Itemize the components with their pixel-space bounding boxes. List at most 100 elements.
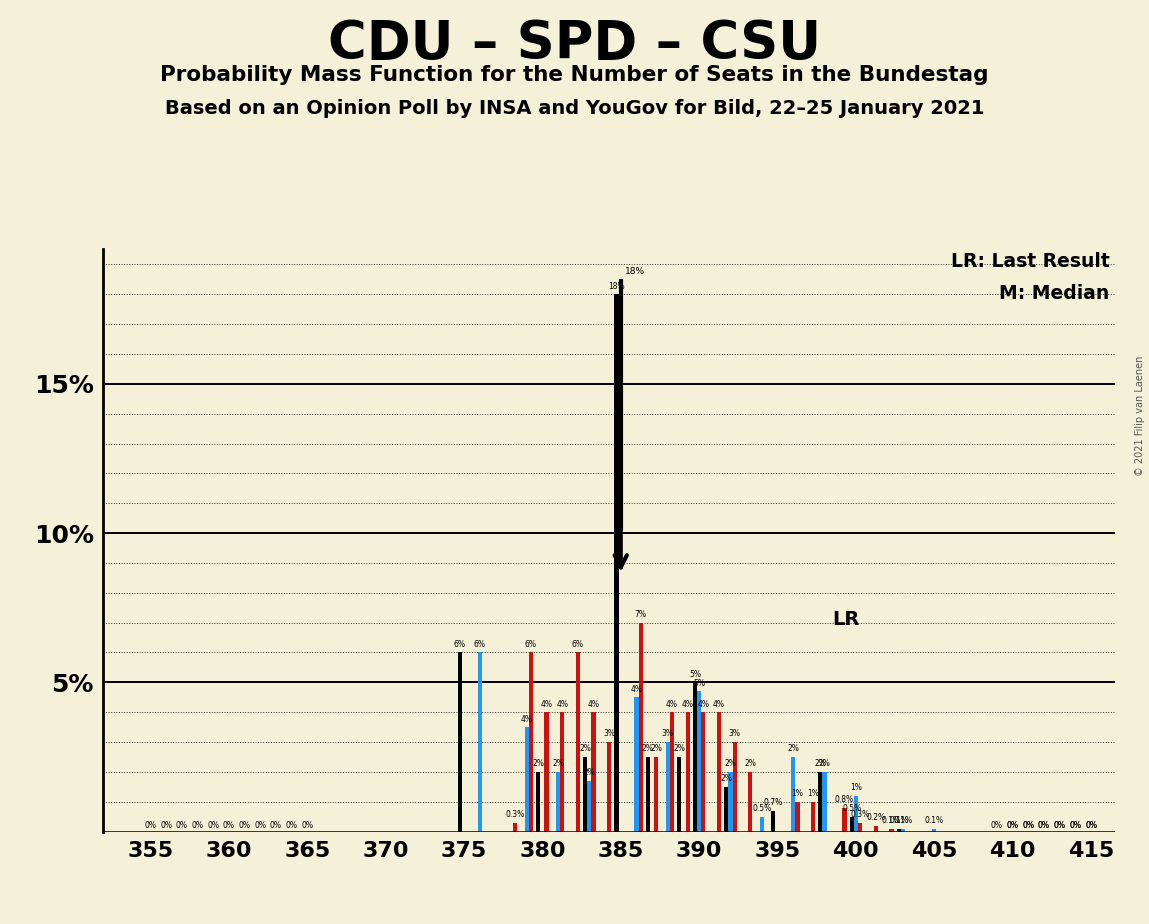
Text: 4%: 4% [540,699,553,709]
Text: 0%: 0% [1070,821,1081,830]
Text: 6%: 6% [454,640,465,649]
Bar [587,781,592,832]
Text: 4%: 4% [587,699,600,709]
Bar [693,682,697,832]
Text: CDU – SPD – CSU: CDU – SPD – CSU [327,18,822,70]
Bar [733,742,737,832]
Text: 4%: 4% [681,699,694,709]
Text: 0%: 0% [192,821,203,830]
Bar [759,817,764,832]
Text: 3%: 3% [662,729,673,738]
Text: 0.1%: 0.1% [893,816,912,825]
Text: 4%: 4% [556,699,569,709]
Text: 0.2%: 0.2% [866,813,886,822]
Text: 0.5%: 0.5% [753,804,771,813]
Bar [697,691,701,832]
Text: 1%: 1% [850,784,862,792]
Text: 0%: 0% [1007,821,1019,830]
Text: 0%: 0% [1038,821,1050,830]
Bar [529,652,533,832]
Text: 0%: 0% [254,821,267,830]
Text: 0.7%: 0.7% [764,798,782,808]
Bar [654,757,658,832]
Text: 0.3%: 0.3% [506,810,525,819]
Bar [932,829,936,832]
Bar [791,757,795,832]
Text: 0%: 0% [1023,821,1034,830]
Text: 0%: 0% [285,821,298,830]
Bar [583,757,587,832]
Text: 0%: 0% [145,821,156,830]
Text: © 2021 Filip van Laenen: © 2021 Filip van Laenen [1135,356,1144,476]
Text: 2%: 2% [787,745,799,753]
Bar [457,652,462,832]
Text: 0.1%: 0.1% [889,816,908,825]
Text: 0.3%: 0.3% [850,810,870,819]
Bar [849,817,854,832]
Text: 0%: 0% [301,821,314,830]
Bar [607,742,611,832]
Text: 2%: 2% [818,760,831,769]
Text: 0%: 0% [1038,821,1050,830]
Bar [576,652,580,832]
Bar [823,772,826,832]
Text: 6%: 6% [525,640,537,649]
Text: 5%: 5% [689,670,701,679]
Bar [545,712,549,832]
Text: 2%: 2% [815,760,826,769]
Bar [615,294,618,832]
Text: 0%: 0% [1085,821,1097,830]
Bar [670,712,674,832]
Text: 0%: 0% [1054,821,1065,830]
Text: 18%: 18% [608,282,625,291]
Bar [771,810,776,832]
Bar [525,727,529,832]
Text: 0%: 0% [1007,821,1019,830]
Bar [901,829,905,832]
Bar [634,698,639,832]
Text: 4%: 4% [666,699,678,709]
Text: M: Median: M: Median [1000,285,1110,303]
Text: 2%: 2% [650,745,662,753]
Text: 0%: 0% [207,821,219,830]
Text: 2%: 2% [745,760,756,769]
Bar [811,802,815,832]
Text: 7%: 7% [634,610,647,619]
Text: 6%: 6% [572,640,584,649]
Text: 2%: 2% [642,745,654,753]
Bar [717,712,722,832]
Text: 0%: 0% [223,821,234,830]
Bar [701,712,705,832]
Bar [686,712,689,832]
Text: 0%: 0% [1023,821,1034,830]
Text: 2%: 2% [673,745,685,753]
Text: 0.1%: 0.1% [925,816,943,825]
Text: Probability Mass Function for the Number of Seats in the Bundestag: Probability Mass Function for the Number… [160,65,989,85]
Bar [842,808,847,832]
Text: 2%: 2% [725,760,737,769]
Text: 6%: 6% [473,640,486,649]
Bar [592,712,595,832]
Bar [873,826,878,832]
Bar [556,772,561,832]
Bar [896,829,901,832]
Text: 0.8%: 0.8% [835,796,854,804]
Text: 4%: 4% [714,699,725,709]
Text: 1%: 1% [807,789,819,798]
Text: 2%: 2% [552,760,564,769]
Bar [748,772,753,832]
Text: 0%: 0% [270,821,282,830]
Bar [728,772,733,832]
Text: 1%: 1% [792,789,803,798]
Text: 0.5%: 0.5% [842,804,862,813]
Bar [889,829,894,832]
Bar [677,757,681,832]
Text: LR: Last Result: LR: Last Result [950,252,1110,272]
Text: 2%: 2% [579,745,591,753]
Text: 4%: 4% [631,685,642,694]
Bar [639,623,642,832]
Text: 18%: 18% [625,267,646,276]
Text: Based on an Opinion Poll by INSA and YouGov for Bild, 22–25 January 2021: Based on an Opinion Poll by INSA and You… [164,99,985,118]
Text: 3%: 3% [603,729,615,738]
Text: 2%: 2% [720,774,732,784]
